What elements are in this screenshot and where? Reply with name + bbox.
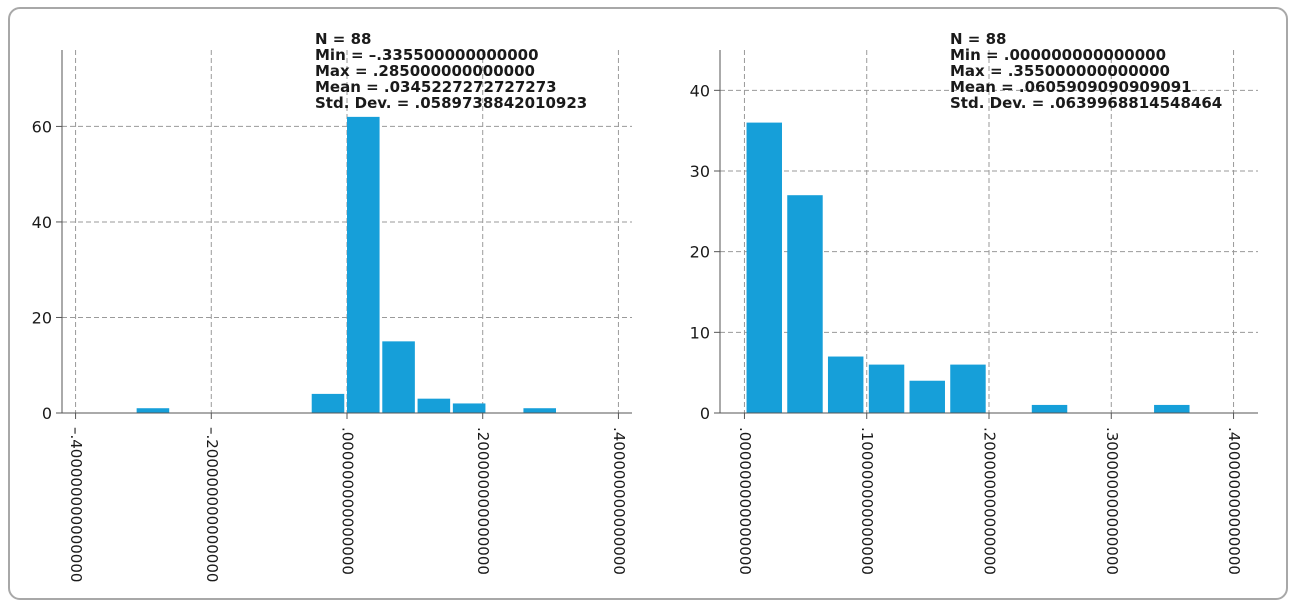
x-tick-label: .400000000000000 xyxy=(610,427,628,575)
y-tick-label: 20 xyxy=(690,243,710,262)
histogram-bar xyxy=(868,364,905,413)
x-tick-label: –.200000000000000 xyxy=(203,427,221,582)
histogram-bar xyxy=(827,356,864,413)
stats-line: N = 88 xyxy=(950,30,1006,48)
histogram-bar xyxy=(311,393,345,413)
stats-line: Mean = .0605909090909091 xyxy=(950,78,1192,96)
y-tick-label: 20 xyxy=(32,308,52,327)
histogram-bar xyxy=(746,122,782,413)
histogram-bar xyxy=(523,408,556,413)
histogram-bar xyxy=(452,403,486,413)
stats-line: Max = .285000000000000 xyxy=(315,62,535,80)
y-tick-label: 40 xyxy=(690,81,710,100)
stats-line: Min = –.335500000000000 xyxy=(315,46,539,64)
stats-line: Mean = .0345227272727273 xyxy=(315,78,557,96)
y-tick-label: 60 xyxy=(32,117,52,136)
x-tick-label: .300000000000000 xyxy=(1103,427,1121,575)
histogram-bar xyxy=(136,408,170,413)
stats-annotation: N = 88 Min = –.335500000000000 Max = .2850… xyxy=(315,30,587,112)
y-tick-label: 0 xyxy=(42,404,52,423)
histogram-bar xyxy=(787,195,823,413)
histogram-bar xyxy=(909,380,945,413)
histogram-bar xyxy=(347,116,380,414)
stats-annotation: N = 88 Min = .000000000000000 Max = .35500… xyxy=(950,30,1222,112)
x-tick-label: .000000000000000 xyxy=(339,427,357,575)
figure-frame xyxy=(8,7,1288,600)
stats-line: N = 88 xyxy=(315,30,371,48)
x-tick-label: –.400000000000000 xyxy=(67,427,85,582)
histogram-bar xyxy=(1154,404,1190,413)
x-tick-label: .200000000000000 xyxy=(981,427,999,575)
histogram-bar xyxy=(1031,404,1068,413)
y-tick-label: 40 xyxy=(32,213,52,232)
histogram-bar xyxy=(950,364,986,413)
stats-line: Min = .000000000000000 xyxy=(950,46,1166,64)
stats-line: Max = .355000000000000 xyxy=(950,62,1170,80)
stats-line: Std. Dev. = .0639968814548464 xyxy=(950,94,1222,112)
x-tick-label: .000000000000000 xyxy=(736,427,754,575)
y-tick-label: 10 xyxy=(690,323,710,342)
x-tick-label: .200000000000000 xyxy=(474,427,492,575)
y-tick-label: 0 xyxy=(700,404,710,423)
stats-line: Std. Dev. = .0589738842010923 xyxy=(315,94,587,112)
histogram-bar xyxy=(382,341,415,413)
x-tick-label: .400000000000000 xyxy=(1225,427,1243,575)
y-tick-label: 30 xyxy=(690,162,710,181)
histogram-bar xyxy=(417,398,451,413)
x-tick-label: .100000000000000 xyxy=(858,427,876,575)
histogram-panel-1: 0 20 40 60 –.400000000000000 –.20000000000000… xyxy=(32,30,632,582)
histogram-panel-2: 0 10 20 30 40 .000000000000000 .10000000000000… xyxy=(690,30,1258,575)
